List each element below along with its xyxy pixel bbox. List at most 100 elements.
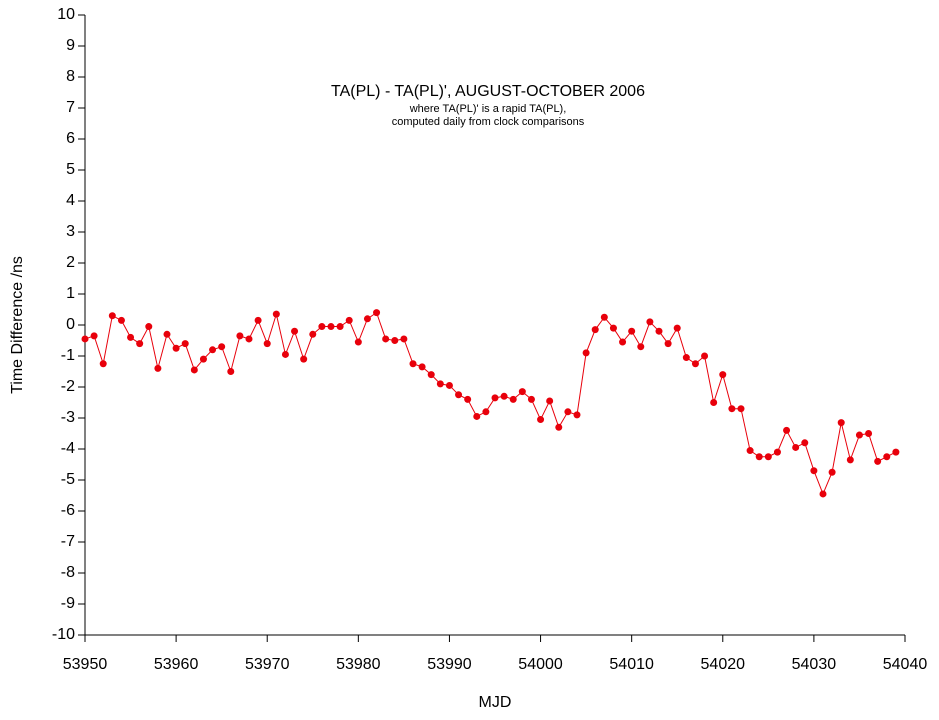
data-point [190,366,198,374]
y-tick-label: 6 [66,130,75,147]
data-point [801,439,809,447]
data-point [136,340,144,348]
data-point [163,330,171,338]
y-tick-label: -3 [61,409,75,426]
y-tick-label: 2 [66,254,75,271]
data-point [564,408,572,416]
data-point [345,316,353,324]
data-point [555,423,563,431]
data-point [409,360,417,368]
x-tick-label: 53970 [245,656,290,673]
data-point [865,430,873,437]
chart-title: TA(PL) - TA(PL)', AUGUST-OCTOBER 2006 [331,83,645,100]
data-point [218,343,226,351]
data-point [272,310,280,318]
data-point [810,467,818,475]
data-point [491,394,499,402]
data-point [382,335,390,343]
y-tick-label: 0 [66,316,75,333]
data-point [300,355,308,363]
data-point [154,364,162,372]
data-point [691,360,699,368]
data-point [373,309,381,317]
data-point [710,399,718,406]
data-point [573,411,581,419]
data-point [664,340,672,348]
y-tick-label: -10 [52,626,75,643]
series-line [84,311,897,496]
data-point [445,381,453,389]
chart-subtitle: computed daily from clock comparisons [392,116,585,128]
data-point [108,312,116,320]
data-point [209,346,217,354]
y-tick-label: -2 [61,378,75,395]
y-tick-label: -7 [61,533,75,550]
data-point [846,456,854,464]
data-point [245,335,253,343]
data-point [427,371,435,379]
data-point [600,313,608,321]
y-tick-label: 1 [66,285,75,302]
data-point [199,355,207,363]
x-tick-label: 54040 [883,656,928,673]
data-point [363,315,371,323]
data-point [892,448,900,456]
x-tick-label: 54010 [609,656,654,673]
y-tick-label: 4 [66,192,75,209]
data-point [646,318,654,326]
y-tick-label: 8 [66,68,75,85]
data-point [309,330,317,338]
data-point [792,443,800,451]
data-point [400,335,408,343]
data-point [746,447,754,455]
y-tick-label: 5 [66,161,75,178]
data-point [855,431,863,439]
x-tick-label: 54020 [701,656,746,673]
data-point [609,324,617,332]
chart-subtitle: where TA(PL)' is a rapid TA(PL), [409,103,567,115]
data-point [883,453,891,461]
data-point [227,368,235,375]
x-tick-label: 53960 [154,656,199,673]
data-point [582,349,590,357]
data-point [509,395,517,403]
data-point [755,453,763,461]
y-tick-label: 9 [66,37,75,54]
data-point [99,360,107,368]
data-point [682,354,690,362]
data-point [527,395,535,403]
data-point [464,395,472,403]
data-point [482,408,490,416]
data-point [728,405,736,413]
data-point [874,457,882,465]
data-point [637,343,645,351]
data-point [391,337,399,344]
y-axis-label: Time Difference /ns [9,256,26,394]
y-tick-label: -1 [61,347,75,364]
y-tick-label: 3 [66,223,75,240]
data-point [655,327,663,335]
data-point [81,335,89,343]
x-tick-label: 54000 [518,656,563,673]
data-point [127,333,135,341]
data-point [819,490,827,498]
data-point [518,388,526,396]
data-point [455,391,463,399]
data-point [828,468,836,476]
data-point [354,338,362,346]
data-point [737,405,745,413]
data-point [436,380,444,388]
data-point [628,327,636,335]
data-point [764,453,772,461]
y-tick-label: -4 [61,440,75,457]
x-axis-label: MJD [479,694,512,711]
x-tick-label: 53950 [63,656,108,673]
data-point [719,371,727,379]
data-point [701,352,709,360]
data-point [181,340,189,348]
data-point [172,344,180,352]
data-point [837,419,845,427]
data-point [500,392,508,400]
data-point [318,323,326,331]
